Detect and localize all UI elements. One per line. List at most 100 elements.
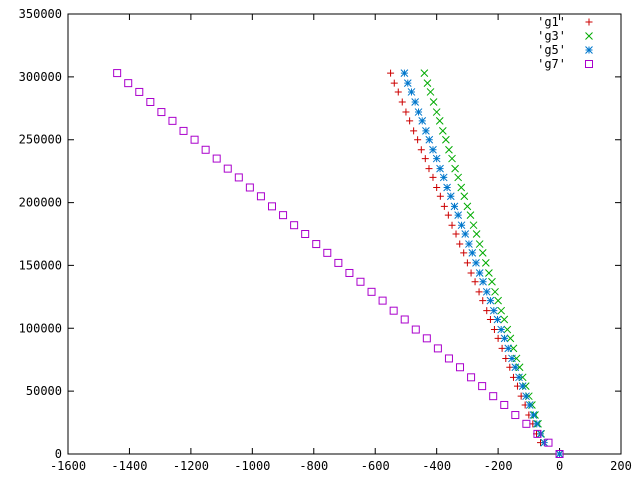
data-point [479,277,487,286]
data-point [402,108,410,116]
data-point [389,306,398,315]
data-point [436,164,444,173]
data-point [502,354,510,362]
x-tick-label: -1200 [173,459,209,473]
data-point [475,288,483,296]
data-point [445,145,453,154]
data-point [411,98,420,106]
legend-label: 'g5' [537,43,566,57]
data-point [511,411,520,420]
data-point [179,126,188,135]
data-point [124,79,133,88]
legend-marker [585,18,593,26]
data-point [157,108,166,117]
data-point [438,127,447,135]
x-tick-label: -1400 [111,459,147,473]
data-point [422,127,430,135]
data-point [522,419,531,428]
data-point [435,117,444,125]
data-point [485,269,493,277]
data-point [446,192,455,201]
data-point [429,98,438,106]
data-point [279,211,288,220]
data-point [478,249,487,257]
x-tick-label: 0 [556,459,563,473]
data-point [463,202,472,211]
data-point [312,240,321,249]
data-point [394,88,402,96]
x-tick-label: 200 [610,459,632,473]
data-point [491,287,499,296]
data-point [463,259,471,267]
data-point [529,411,538,419]
data-point [113,69,122,78]
data-point [400,69,409,77]
data-point [518,382,527,390]
data-point [478,382,487,391]
data-point [472,230,481,238]
data-point [425,165,433,173]
data-point [436,192,444,200]
data-point [468,249,477,257]
data-point [482,287,491,296]
data-point [426,88,435,96]
data-point [334,258,343,267]
data-point [448,221,456,229]
data-point [418,117,427,125]
y-tick-label: 150000 [19,258,62,272]
data-point [432,154,441,163]
data-point [450,202,459,211]
data-point [486,315,494,323]
data-point [440,202,448,210]
data-point [452,230,460,238]
data-point [471,278,479,286]
legend-marker [585,32,593,40]
data-point [457,183,466,192]
data-point [201,145,210,154]
data-point [421,155,429,163]
data-point [460,249,468,257]
data-point [429,173,437,181]
x-tick-label: -800 [299,459,328,473]
legend-label: 'g1' [537,15,566,29]
data-point [414,108,423,116]
data-point [267,202,276,211]
data-point [417,146,425,154]
data-point [465,240,473,248]
data-point [411,325,420,334]
data-point [466,211,475,219]
data-point [367,287,376,296]
data-point [400,315,409,324]
data-point [398,98,406,106]
data-point [494,334,502,342]
data-point [433,344,442,353]
data-point [506,334,515,343]
data-point [456,363,465,372]
data-point [407,88,416,96]
data-point [345,268,354,277]
data-point [493,315,502,324]
legend-label: 'g3' [537,29,566,43]
data-point [439,173,448,182]
data-point [490,326,498,334]
data-point [223,164,232,173]
data-point [442,135,450,144]
data-point [494,296,502,305]
data-point [168,116,177,125]
data-point [518,373,527,382]
data-point [403,79,412,87]
data-point [135,87,144,96]
data-point [467,269,475,277]
data-point [454,211,463,219]
data-point [488,277,496,286]
legend: 'g1''g3''g5''g7' [537,15,593,71]
x-tick-label: -1000 [234,459,270,473]
data-point [387,69,395,77]
data-point [451,164,459,173]
data-point [457,221,466,230]
data-point [489,392,498,401]
data-point [469,221,478,230]
y-tick-label: 200000 [19,196,62,210]
data-point [422,334,431,343]
